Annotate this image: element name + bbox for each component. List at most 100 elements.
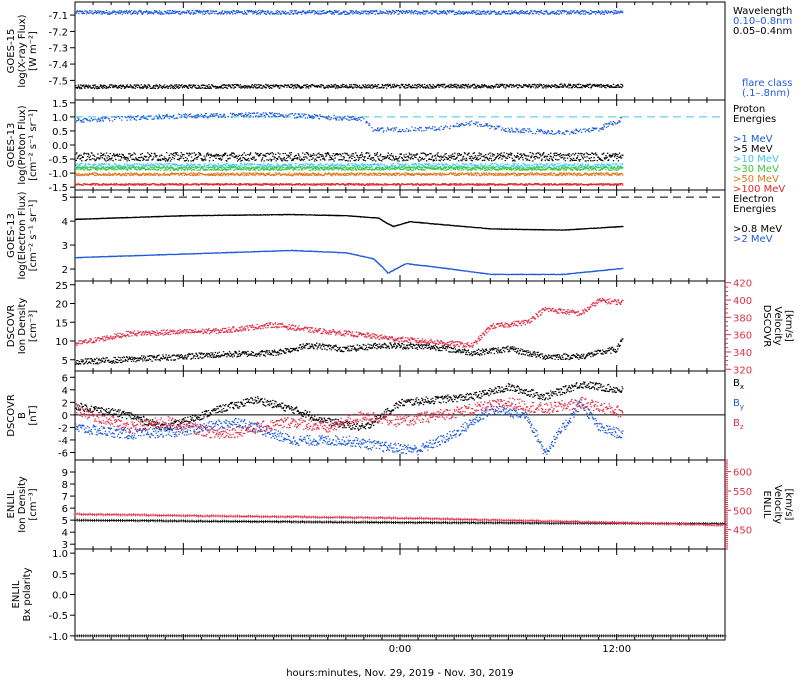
panel-goes15-xray: -7.1 -7.2 -7.3 -7.4 -7.5 GOES-15 log(X-ray Flu… (6, 1, 792, 101)
y-tick-label: 5 (62, 356, 68, 367)
y-tick-label: 3 (62, 540, 68, 551)
right-y-tick-label: 380 (733, 313, 752, 324)
right-y-tick-label: 420 (733, 279, 752, 290)
y-axis-label: Ion Density (17, 298, 28, 355)
legend-entry: Energies (733, 114, 776, 125)
series-goes13-proton-5 (75, 182, 624, 186)
series-goes15-xray-1 (75, 83, 624, 90)
y-tick-label: 9 (62, 468, 68, 479)
y-tick-label: 0.0 (52, 591, 68, 602)
data-points (75, 83, 624, 90)
series-dscovr-b-2 (75, 396, 624, 439)
y-tick-label: -4 (58, 436, 68, 447)
y-axis-label: log(Electron Flux) (17, 191, 28, 279)
y-tick-label: 0 (62, 411, 68, 422)
y-tick-label: -1.0 (48, 169, 68, 180)
legend-entry: Energies (733, 204, 776, 215)
data-points (75, 112, 622, 136)
y-tick-label: 4 (62, 217, 68, 228)
legend-entry: Wavelength (733, 6, 792, 17)
series-dscovr-b-1 (75, 399, 624, 456)
x-axis-label: hours:minutes, Nov. 29, 2019 - Nov. 30, … (286, 668, 514, 679)
y-tick-label: 15 (55, 318, 68, 329)
y-tick-label: -7.2 (48, 27, 68, 38)
series-enlil-density-1 (73, 512, 727, 527)
legend-entry: Bx (733, 378, 744, 391)
y-axis-label: B (17, 412, 28, 419)
right-y-tick-label: 360 (733, 331, 752, 342)
legend-entry: >1 MeV (733, 134, 773, 145)
y-tick-label: 5 (62, 193, 68, 204)
y-axis-label: ENLIL (6, 490, 17, 518)
legend-entry: flare class (742, 78, 792, 89)
x-tick-label: 0:00 (389, 644, 411, 655)
y-tick-label: 0.5 (52, 570, 68, 581)
data-points (75, 381, 624, 432)
data-points (73, 634, 727, 638)
y-axis-label: log(Proton Flux) (17, 105, 28, 184)
y-tick-label: 0.5 (52, 127, 68, 138)
y-tick-label: -2 (58, 423, 68, 434)
y-tick-label: 10 (55, 337, 68, 348)
data-points (75, 249, 624, 276)
legend-entry: Proton (733, 104, 765, 115)
series-goes15-xray-0 (75, 9, 624, 15)
y-tick-label: -1.5 (48, 183, 68, 194)
y-tick-label: 7 (62, 492, 68, 503)
legend-entry: >30 MeV (733, 164, 779, 175)
series-goes13-proton-3 (75, 166, 624, 171)
data-points (75, 9, 624, 15)
y-axis-label: ENLIL (11, 580, 22, 608)
y-axis-label: GOES-13 (6, 213, 17, 258)
y-tick-label: 1.5 (52, 99, 68, 110)
data-points (75, 213, 624, 231)
data-points (75, 297, 624, 349)
right-y-tick-label: 320 (733, 365, 752, 376)
panel-enlil-bx: 1.0 0.5 0.0 -0.5 -1.0 ENLIL Bx polarity (11, 548, 727, 643)
y-axis-label: [nT] (28, 405, 39, 425)
y-tick-label: 4 (62, 386, 68, 397)
right-y-tick-label: 500 (733, 506, 752, 517)
right-y-axis-label: [km/s] (783, 310, 794, 342)
data-points (75, 182, 624, 186)
data-points (75, 163, 624, 169)
series-dscovr-density-1 (75, 297, 624, 349)
y-tick-label: -7.5 (48, 76, 68, 87)
right-y-tick-label: 600 (733, 468, 752, 479)
legend-entry: >5 MeV (733, 144, 773, 155)
data-points (73, 512, 727, 527)
panel-frame (74, 459, 726, 550)
y-tick-label: -7.1 (48, 11, 68, 22)
panel-frame (74, 1, 726, 101)
y-tick-label: 5 (62, 516, 68, 527)
y-tick-label: 8 (62, 480, 68, 491)
right-y-axis-label: Velocity (772, 485, 783, 524)
series-goes13-proton-1 (75, 152, 624, 162)
y-tick-label: 1.0 (52, 549, 68, 560)
panel-frame (74, 280, 726, 372)
data-points (75, 396, 624, 439)
right-y-tick-label: 340 (733, 348, 752, 359)
legend-entry: (.1–.8nm) (742, 88, 790, 99)
y-tick-label: 2 (62, 265, 68, 276)
y-tick-label: 6 (62, 373, 68, 384)
panel-dscovr-b: 6 42 0-2 -4-6 DSCOVR B [nT] Bx By Bz (6, 370, 744, 461)
y-tick-label: 4 (62, 528, 68, 539)
series-dscovr-density-0 (75, 338, 624, 366)
legend-entry: 0.05–0.4nm (733, 26, 792, 37)
data-points (75, 338, 624, 366)
panel-goes13-electron: 5 4 3 2 GOES-13 log(Electron Flux) [cm⁻² s⁻¹ s… (6, 189, 782, 282)
y-tick-label: 20 (55, 300, 68, 311)
legend-entry: >100 MeV (733, 184, 785, 195)
legend-entry: >2 MeV (733, 234, 773, 245)
y-axis-label: Bx polarity (22, 567, 33, 621)
legend-entry: By (733, 398, 744, 411)
y-tick-label: -6 (58, 448, 68, 459)
right-y-axis-label: Velocity (772, 306, 783, 345)
data-points (75, 166, 624, 171)
y-axis-label: GOES-13 (6, 123, 17, 168)
panel-goes13-proton: 1.5 1.0 0.5 0.0 -0.5 -1.0 -1.5 GOES-13 log(Proto… (6, 99, 785, 195)
legend-entry: Bz (733, 418, 744, 431)
right-y-axis-label: ENLIL (761, 491, 772, 519)
